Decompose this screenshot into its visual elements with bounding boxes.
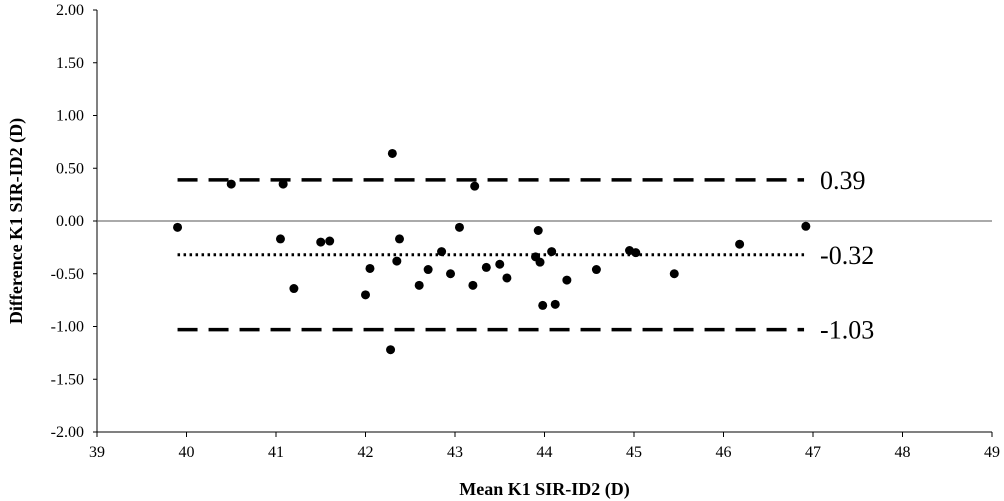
y-tick-label: -2.00	[51, 424, 84, 441]
x-tick-label: 46	[716, 444, 732, 461]
x-tick-label: 48	[895, 444, 911, 461]
tick-labels: 2.00 1.50 1.00 0.50 0.00 -0.50 -1.00 -1.50 -2.00…	[51, 2, 1000, 461]
axes	[93, 9, 993, 437]
y-tick-label: -1.50	[51, 371, 84, 388]
data-point	[669, 269, 679, 279]
y-tick-label: 1.50	[56, 55, 84, 72]
data-point	[446, 269, 456, 279]
data-point	[547, 247, 557, 257]
y-tick-label: 2.00	[56, 2, 84, 19]
data-point	[386, 345, 396, 355]
data-point	[735, 239, 745, 249]
reference-line-label: -1.03	[820, 316, 874, 345]
data-point	[495, 259, 505, 269]
y-tick-label: -0.50	[51, 266, 84, 283]
data-point	[468, 280, 478, 290]
data-point	[437, 247, 447, 257]
data-point	[550, 299, 560, 309]
data-point	[316, 237, 326, 247]
data-point	[414, 280, 424, 290]
x-tick-label: 39	[89, 444, 105, 461]
data-point	[275, 234, 285, 244]
data-point	[289, 284, 299, 294]
data-point	[173, 222, 183, 232]
data-point	[387, 148, 397, 158]
data-point	[226, 179, 236, 189]
y-axis-title: Difference K1 SIR-ID2 (D)	[6, 118, 27, 324]
y-tick-label: -1.00	[51, 319, 84, 336]
data-point	[801, 221, 811, 231]
x-tick-label: 43	[447, 444, 463, 461]
reference-line-label: -0.32	[820, 241, 874, 270]
x-tick-label: 49	[984, 444, 1000, 461]
data-points	[173, 148, 811, 355]
x-axis-title: Mean K1 SIR-ID2 (D)	[459, 479, 630, 500]
data-point	[538, 300, 548, 310]
data-point	[392, 256, 402, 266]
data-point	[470, 181, 480, 191]
data-point	[423, 265, 433, 275]
reference-line-label: 0.39	[820, 166, 866, 195]
data-point	[361, 290, 370, 300]
reference-lines: 0.39 -0.32 -1.03	[177, 166, 874, 345]
x-tick-label: 44	[537, 444, 553, 461]
x-tick-label: 41	[268, 444, 284, 461]
x-tick-label: 40	[179, 444, 195, 461]
data-point	[325, 236, 335, 246]
y-tick-label: 0.00	[56, 213, 84, 230]
data-point	[535, 257, 545, 267]
data-point	[631, 248, 641, 258]
data-point	[591, 265, 601, 275]
data-point	[395, 234, 405, 244]
data-point	[278, 179, 288, 189]
y-tick-label: 0.50	[56, 160, 84, 177]
x-tick-label: 47	[805, 444, 821, 461]
data-point	[481, 262, 491, 272]
data-point	[454, 222, 464, 232]
data-point	[562, 275, 572, 285]
data-point	[502, 273, 512, 283]
data-point	[365, 263, 375, 273]
x-tick-label: 45	[626, 444, 642, 461]
data-point	[533, 225, 543, 235]
x-tick-label: 42	[358, 444, 374, 461]
y-tick-label: 1.00	[56, 108, 84, 125]
